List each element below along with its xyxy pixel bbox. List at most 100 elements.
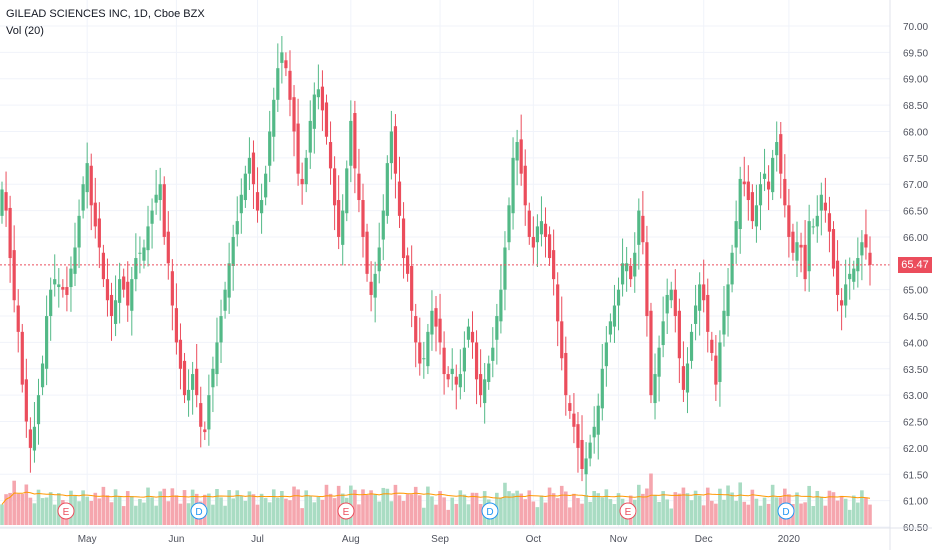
y-tick-label: 66.00	[903, 233, 928, 244]
earnings-event-marker[interactable]: E	[57, 502, 75, 520]
candle-body	[803, 244, 807, 280]
y-tick-label: 63.50	[903, 365, 928, 376]
volume-bar	[438, 491, 442, 525]
volume-bar	[235, 490, 240, 525]
candle-body	[49, 289, 53, 317]
volume-bar	[40, 498, 45, 525]
candle-body	[799, 244, 803, 248]
candle-body	[714, 355, 718, 385]
candle-body	[852, 268, 856, 282]
volume-bar	[223, 505, 227, 525]
candle-body	[722, 310, 726, 335]
candle-body	[397, 181, 402, 216]
candle-body	[264, 173, 268, 198]
candle-body	[580, 439, 584, 469]
volume-bar	[734, 500, 738, 525]
volume-bar	[442, 497, 446, 525]
volume-bar	[730, 492, 734, 525]
volume-bar	[316, 496, 321, 525]
volume-bar	[847, 509, 852, 525]
volume-bar	[774, 497, 779, 525]
candle-body	[332, 168, 337, 206]
candle-body	[442, 347, 446, 375]
chart-legend: GILEAD SCIENCES INC, 1D, Cboe BZX Vol (2…	[6, 6, 205, 40]
candle-body	[365, 231, 369, 274]
candle-body	[162, 184, 166, 237]
candle-body	[588, 442, 592, 459]
candle-body	[702, 284, 706, 301]
price-axis[interactable]: 70.00 69.50 69.00 68.50 68.00 67.50 67.00 66.50…	[889, 0, 928, 550]
symbol-title: GILEAD SCIENCES INC, 1D, Cboe BZX	[6, 8, 205, 20]
candle-body	[24, 379, 28, 422]
candle-body	[422, 358, 426, 360]
volume-bar	[831, 492, 836, 525]
volume-bar	[332, 498, 337, 525]
candle-body	[608, 321, 613, 335]
candle-body	[97, 218, 101, 248]
candle-body	[746, 181, 750, 201]
y-tick-label: 64.50	[903, 312, 928, 323]
candle-body	[16, 305, 20, 332]
volume-bar	[547, 487, 552, 525]
y-tick-label: 64.00	[903, 338, 928, 349]
candle-body	[381, 210, 385, 240]
volume-bar	[823, 505, 828, 525]
volume-bar	[434, 504, 438, 525]
candle-body	[195, 368, 199, 396]
candle-body	[73, 247, 77, 274]
volume-bar	[32, 503, 37, 525]
volume-bar	[231, 498, 235, 525]
volume-bar	[470, 492, 475, 525]
candle-body	[28, 429, 32, 448]
volume-bar	[365, 495, 369, 525]
volume-bar	[531, 501, 536, 525]
volume-bar	[596, 493, 601, 525]
candle-body	[178, 339, 183, 369]
volume-bar	[689, 500, 694, 525]
candle-body	[12, 250, 16, 301]
dividend-event-marker[interactable]: D	[190, 502, 208, 520]
candle-body	[807, 221, 811, 272]
volume-bar	[129, 496, 134, 525]
candle-body	[191, 374, 195, 390]
dividend-event-marker[interactable]: D	[777, 502, 795, 520]
volume-bar	[255, 504, 260, 525]
volume-bar	[405, 494, 410, 525]
time-axis[interactable]: May Jun Jul Aug Sep Oct Nov Dec 2020	[0, 527, 932, 545]
volume-bar	[835, 500, 840, 525]
candle-body	[215, 342, 219, 375]
volume-bar	[138, 499, 142, 525]
candle-body	[337, 200, 341, 237]
y-tick-label: 67.50	[903, 154, 928, 165]
candle-body	[507, 205, 511, 243]
dividend-event-marker[interactable]: D	[481, 502, 499, 520]
volume-bar	[162, 488, 167, 525]
candle-body	[231, 236, 235, 266]
candle-body	[531, 236, 535, 248]
candle-body	[357, 173, 361, 201]
volume-bar	[738, 482, 743, 525]
candle-body	[758, 184, 763, 206]
volume-bar	[519, 493, 523, 525]
earnings-event-marker[interactable]: E	[619, 502, 637, 520]
volume-bar	[227, 490, 231, 525]
earnings-event-marker[interactable]: E	[337, 502, 355, 520]
volume-bar	[555, 498, 560, 525]
volume-bar	[413, 486, 418, 525]
volume-bar	[612, 504, 617, 525]
candle-body	[730, 252, 734, 285]
y-tick-label: 63.00	[903, 391, 928, 402]
candle-body	[199, 403, 203, 427]
volume-bar	[754, 498, 759, 525]
candle-body	[576, 424, 580, 448]
candle-body	[783, 178, 787, 206]
volume-bar	[685, 493, 690, 525]
volume-bar	[142, 502, 146, 525]
candle-body	[499, 289, 503, 322]
volume-bar	[527, 490, 532, 525]
x-tick-label: Jun	[168, 534, 184, 545]
volume-bar	[353, 489, 357, 525]
